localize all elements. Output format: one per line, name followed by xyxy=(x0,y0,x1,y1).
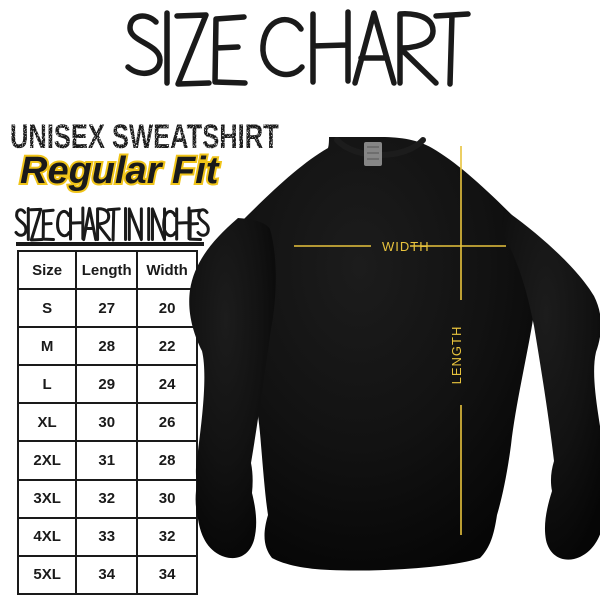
svg-text:LENGTH: LENGTH xyxy=(449,326,464,385)
svg-text:WIDTH: WIDTH xyxy=(382,239,430,254)
